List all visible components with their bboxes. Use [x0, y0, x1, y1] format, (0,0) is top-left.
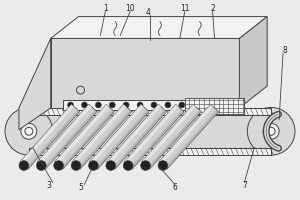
Circle shape — [109, 102, 115, 108]
Circle shape — [5, 107, 53, 155]
Polygon shape — [142, 104, 201, 169]
Polygon shape — [239, 17, 267, 108]
Polygon shape — [124, 104, 178, 164]
Bar — [29, 115, 271, 148]
Polygon shape — [37, 104, 92, 164]
Text: 8: 8 — [283, 46, 287, 55]
Polygon shape — [26, 110, 80, 169]
Polygon shape — [72, 104, 132, 169]
Polygon shape — [61, 110, 114, 169]
Polygon shape — [55, 104, 114, 169]
Polygon shape — [20, 104, 74, 164]
Polygon shape — [107, 104, 166, 169]
Polygon shape — [51, 17, 267, 38]
Polygon shape — [142, 104, 196, 164]
Circle shape — [247, 107, 295, 155]
Polygon shape — [89, 104, 149, 169]
Text: 11: 11 — [180, 4, 190, 13]
Circle shape — [106, 161, 116, 170]
Circle shape — [263, 123, 279, 139]
Circle shape — [158, 161, 168, 170]
Polygon shape — [89, 104, 144, 164]
Circle shape — [137, 102, 143, 108]
Text: 6: 6 — [172, 183, 177, 192]
Polygon shape — [37, 104, 97, 169]
Circle shape — [141, 161, 150, 170]
Polygon shape — [43, 110, 97, 169]
Bar — [63, 100, 244, 110]
Text: 4: 4 — [146, 8, 151, 17]
Bar — [185, 98, 244, 114]
Polygon shape — [113, 110, 166, 169]
Circle shape — [123, 102, 129, 108]
Circle shape — [95, 102, 101, 108]
Circle shape — [179, 102, 185, 108]
Polygon shape — [19, 38, 51, 130]
Circle shape — [82, 102, 87, 108]
Circle shape — [151, 102, 157, 108]
Circle shape — [88, 161, 98, 170]
Polygon shape — [95, 110, 149, 169]
Circle shape — [36, 161, 46, 170]
Polygon shape — [107, 104, 161, 164]
Text: 2: 2 — [210, 4, 215, 13]
Polygon shape — [78, 110, 132, 169]
Polygon shape — [159, 104, 219, 169]
Bar — [51, 38, 239, 108]
Polygon shape — [55, 104, 109, 164]
Polygon shape — [130, 110, 184, 169]
Circle shape — [68, 102, 74, 108]
Circle shape — [19, 161, 29, 170]
Text: 7: 7 — [242, 181, 247, 190]
Text: 1: 1 — [103, 4, 108, 13]
Circle shape — [123, 161, 133, 170]
Polygon shape — [165, 110, 219, 169]
Bar — [29, 148, 271, 155]
Polygon shape — [124, 104, 184, 169]
Polygon shape — [159, 104, 213, 164]
Text: 10: 10 — [125, 4, 135, 13]
Circle shape — [71, 161, 81, 170]
Text: 3: 3 — [46, 181, 51, 190]
Circle shape — [165, 102, 171, 108]
Polygon shape — [20, 104, 80, 169]
Circle shape — [54, 161, 64, 170]
Bar — [29, 108, 271, 115]
Polygon shape — [148, 110, 201, 169]
Text: 5: 5 — [78, 183, 83, 192]
Polygon shape — [72, 104, 126, 164]
Circle shape — [21, 123, 37, 139]
